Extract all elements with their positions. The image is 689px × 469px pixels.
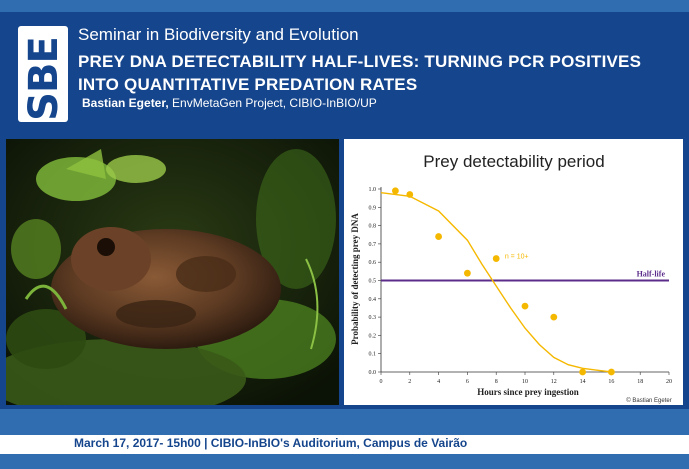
x-tick-label: 8 xyxy=(495,379,498,385)
y-tick-label: 0.9 xyxy=(369,205,377,211)
x-tick-label: 18 xyxy=(637,379,643,385)
top-accent-bar xyxy=(0,0,689,12)
x-axis-label: Hours since prey ingestion xyxy=(477,387,579,397)
plot-area: 0 2 4 6 8 10 12 14 16 18 20 0.0 0.1 0.2 0.3 0.4 0.5 0.6 0.… xyxy=(369,187,672,385)
y-tick-label: 0.3 xyxy=(369,315,377,321)
talk-title: PREY DNA DETECTABILITY HALF-LIVES: TURNI… xyxy=(78,52,642,94)
x-tick-label: 14 xyxy=(580,379,586,385)
speaker-affiliation: EnvMetaGen Project, CIBIO-InBIO/UP xyxy=(168,96,377,110)
y-tick-label: 0.5 xyxy=(369,279,377,285)
x-tick-label: 12 xyxy=(551,379,557,385)
y-tick-label: 0.2 xyxy=(369,333,377,339)
y-tick-label: 1.0 xyxy=(369,187,377,193)
data-point xyxy=(406,191,414,198)
x-tick-label: 10 xyxy=(522,379,528,385)
data-point xyxy=(392,187,399,195)
event-date-location: March 17, 2017- 15h00 | CIBIO-InBIO's Au… xyxy=(74,436,468,450)
seminar-series-title: Seminar in Biodiversity and Evolution xyxy=(78,25,359,44)
x-tick-label: 16 xyxy=(608,379,614,385)
footer-accent-stripe xyxy=(0,409,689,435)
x-tick-label: 20 xyxy=(666,379,672,385)
data-point xyxy=(608,368,615,376)
x-tick-label: 0 xyxy=(380,379,383,385)
y-tick-label: 0.8 xyxy=(369,224,377,230)
y-tick-label: 0.1 xyxy=(369,352,377,358)
x-tick-label: 2 xyxy=(408,379,411,385)
speaker-name: Bastian Egeter, xyxy=(82,96,169,110)
y-tick-label: 0.4 xyxy=(369,297,377,303)
fitted-decay-curve xyxy=(380,192,612,373)
bottom-accent-bar xyxy=(0,454,689,469)
data-point xyxy=(435,233,442,240)
frog-photo xyxy=(6,139,339,405)
y-tick-label: 0.0 xyxy=(369,370,377,376)
data-point xyxy=(521,302,529,310)
sbe-logo: SBE xyxy=(18,26,68,122)
footer-bar: March 17, 2017- 15h00 | CIBIO-InBIO's Au… xyxy=(0,435,689,454)
x-tick-label: 6 xyxy=(466,379,469,385)
sample-size-annotation: n = 10+ xyxy=(505,254,529,261)
data-point xyxy=(492,255,500,262)
data-point xyxy=(550,313,558,321)
speaker-line: Bastian Egeter, EnvMetaGen Project, CIBI… xyxy=(82,96,377,110)
chart-title: Prey detectability period xyxy=(423,152,604,171)
detectability-chart: Prey detectability period 0 2 4 6 8 10 12 14 16 1… xyxy=(344,139,683,405)
header-banner: SBE Seminar in Biodiversity and Evolutio… xyxy=(0,12,689,132)
y-tick-label: 0.7 xyxy=(369,242,377,248)
y-axis-label: Probability of detecting prey DNA xyxy=(350,213,360,345)
x-tick-label: 4 xyxy=(437,379,440,385)
data-point xyxy=(464,269,471,277)
y-tick-label: 0.6 xyxy=(369,260,377,266)
half-life-label: Half-life xyxy=(637,270,666,279)
data-point xyxy=(579,368,586,376)
sbe-logo-text: SBE xyxy=(21,37,67,121)
copyright-credit: © Bastian Egeter xyxy=(626,397,671,404)
